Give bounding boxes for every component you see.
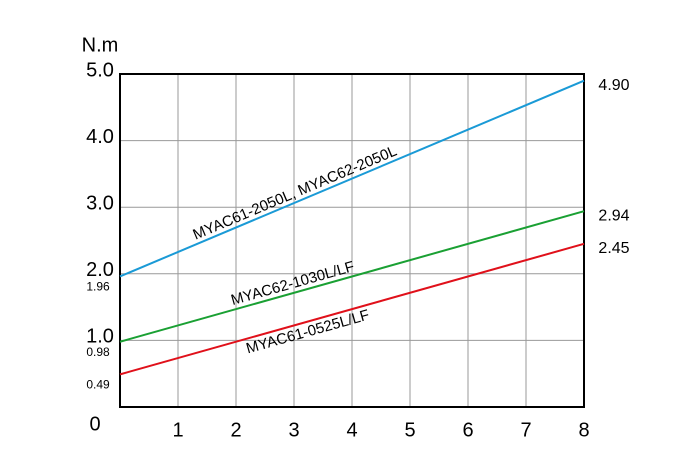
value-label: 4.90 [598,77,629,94]
value-label: 2.45 [598,240,629,257]
y-tick-label: 1.0 [86,326,114,348]
x-tick-label: 3 [288,419,299,441]
y-axis-unit: N.m [82,34,119,56]
y-tick-label: 0 [89,413,100,435]
x-tick-label: 4 [346,419,357,441]
value-label: 0.49 [86,378,110,392]
series-line [119,242,585,376]
x-tick-label: 1 [172,419,183,441]
y-tick-label: 5.0 [86,59,114,81]
value-label: 2.94 [598,207,629,224]
x-tick-label: 7 [520,419,531,441]
value-label: 0.98 [86,345,110,359]
y-tick-label: 4.0 [86,126,114,148]
x-tick-label: 2 [230,419,241,441]
series-line [119,79,585,278]
series-line [119,210,585,343]
series-name: MYAC62-1030L/LF [229,258,356,309]
x-tick-label: 5 [404,419,415,441]
plot-frame [119,73,585,408]
y-tick-label: 3.0 [86,192,114,214]
x-tick-label: 6 [462,419,473,441]
x-tick-label: 8 [578,419,589,441]
series-name: MYAC61-2050L, MYAC62-2050L [190,143,399,244]
y-tick-label: 2.0 [86,259,114,281]
value-label: 1.96 [86,280,110,294]
